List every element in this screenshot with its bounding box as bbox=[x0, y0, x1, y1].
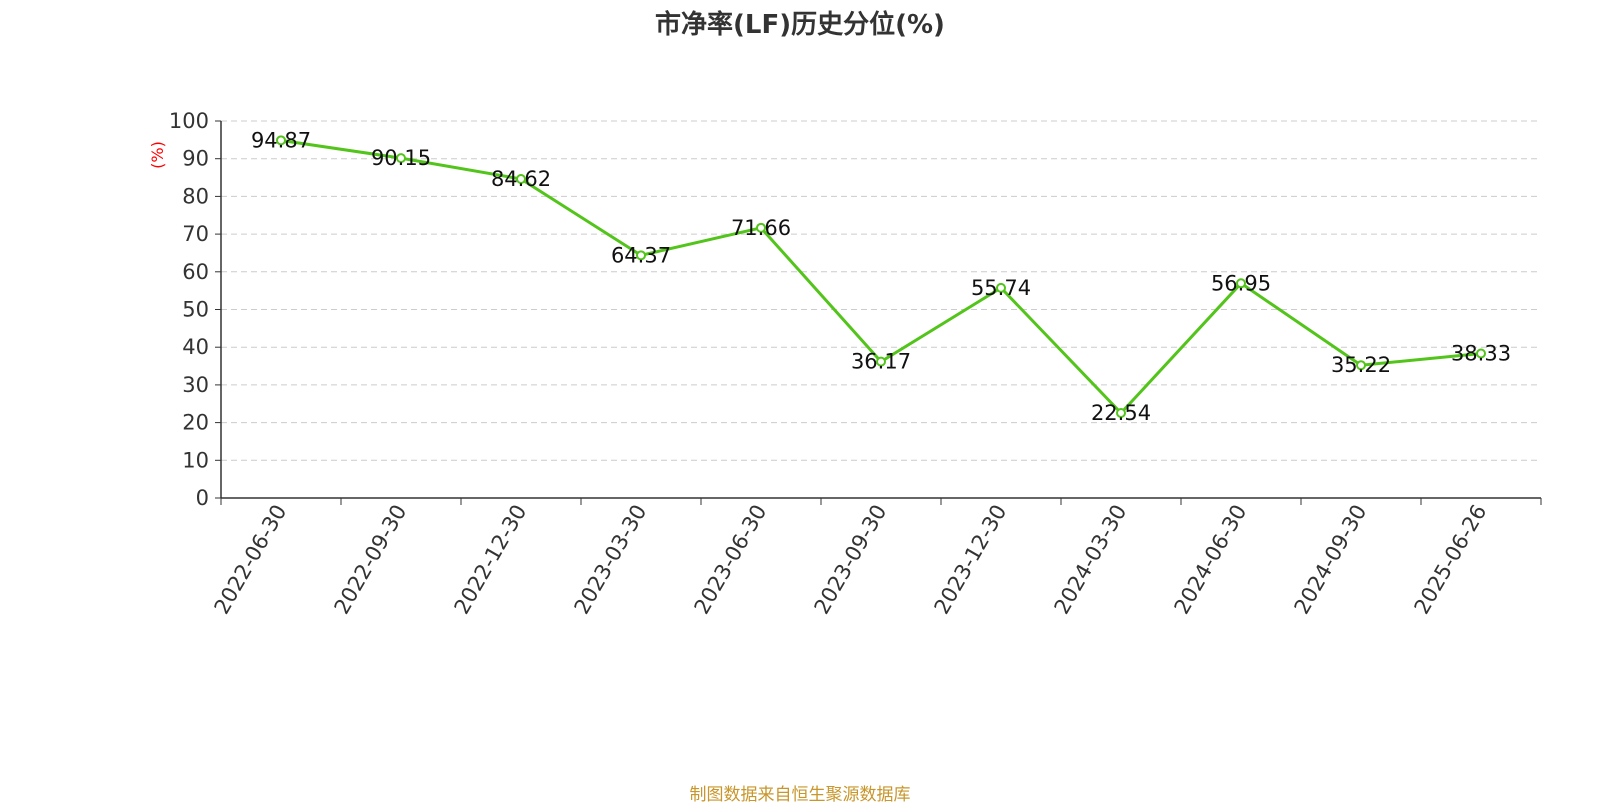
data-label: 36.17 bbox=[851, 350, 911, 374]
x-tick-label: 2023-06-30 bbox=[690, 501, 772, 619]
y-tick-label: 0 bbox=[196, 486, 209, 510]
x-tick-label: 2024-09-30 bbox=[1290, 501, 1372, 619]
y-tick-label: 10 bbox=[182, 448, 209, 472]
data-point bbox=[1476, 348, 1486, 359]
data-label: 38.33 bbox=[1451, 341, 1511, 365]
gridlines bbox=[221, 120, 1541, 461]
y-tick-label: 80 bbox=[182, 184, 209, 208]
data-label: 90.15 bbox=[371, 146, 431, 170]
x-tick-label: 2023-09-30 bbox=[810, 501, 892, 619]
y-tick-label: 90 bbox=[182, 147, 209, 171]
source-note: 制图数据来自恒生聚源数据库 bbox=[689, 785, 911, 805]
y-tick-label: 50 bbox=[182, 298, 209, 322]
data-point bbox=[1116, 408, 1126, 419]
data-point bbox=[996, 282, 1006, 293]
data-point bbox=[756, 222, 766, 233]
x-tick-label: 2024-06-30 bbox=[1170, 501, 1252, 619]
data-point bbox=[636, 250, 646, 261]
x-tick-label: 2024-03-30 bbox=[1050, 501, 1132, 619]
series bbox=[276, 135, 1486, 419]
y-tick-label: 30 bbox=[182, 373, 209, 397]
chart-title: 市净率(LF)历史分位(%) bbox=[655, 10, 945, 40]
data-point bbox=[1236, 278, 1246, 289]
data-point bbox=[276, 135, 286, 146]
data-label: 56.95 bbox=[1211, 271, 1271, 295]
y-tick-label: 40 bbox=[182, 335, 209, 359]
data-label: 84.62 bbox=[491, 167, 551, 191]
data-label: 22.54 bbox=[1091, 401, 1151, 425]
y-axis-unit: (%) bbox=[148, 141, 167, 169]
data-label: 35.22 bbox=[1331, 353, 1391, 377]
y-tick-label: 20 bbox=[182, 411, 209, 435]
data-label: 64.37 bbox=[611, 243, 671, 267]
y-tick-label: 60 bbox=[182, 260, 209, 284]
y-tick-label: 100 bbox=[169, 109, 209, 133]
x-tick-label: 2022-06-30 bbox=[210, 501, 292, 619]
data-point bbox=[1356, 360, 1366, 371]
data-label: 71.66 bbox=[731, 216, 791, 240]
data-label: 55.74 bbox=[971, 276, 1031, 300]
data-point bbox=[516, 173, 526, 184]
x-tick-label: 2023-12-30 bbox=[930, 501, 1012, 619]
data-point bbox=[396, 153, 406, 164]
data-point bbox=[876, 356, 886, 367]
x-tick-label: 2023-03-30 bbox=[570, 501, 652, 619]
x-tick-label: 2025-06-26 bbox=[1410, 501, 1492, 619]
data-labels: 94.87 90.15 84.62 64.37 71.66 36.17 55.74 22.54… bbox=[251, 128, 1511, 425]
x-tick-label: 2022-09-30 bbox=[330, 501, 412, 619]
y-tick-label: 70 bbox=[182, 222, 209, 246]
data-label: 94.87 bbox=[251, 128, 311, 152]
x-tick-label: 2022-12-30 bbox=[450, 501, 532, 619]
